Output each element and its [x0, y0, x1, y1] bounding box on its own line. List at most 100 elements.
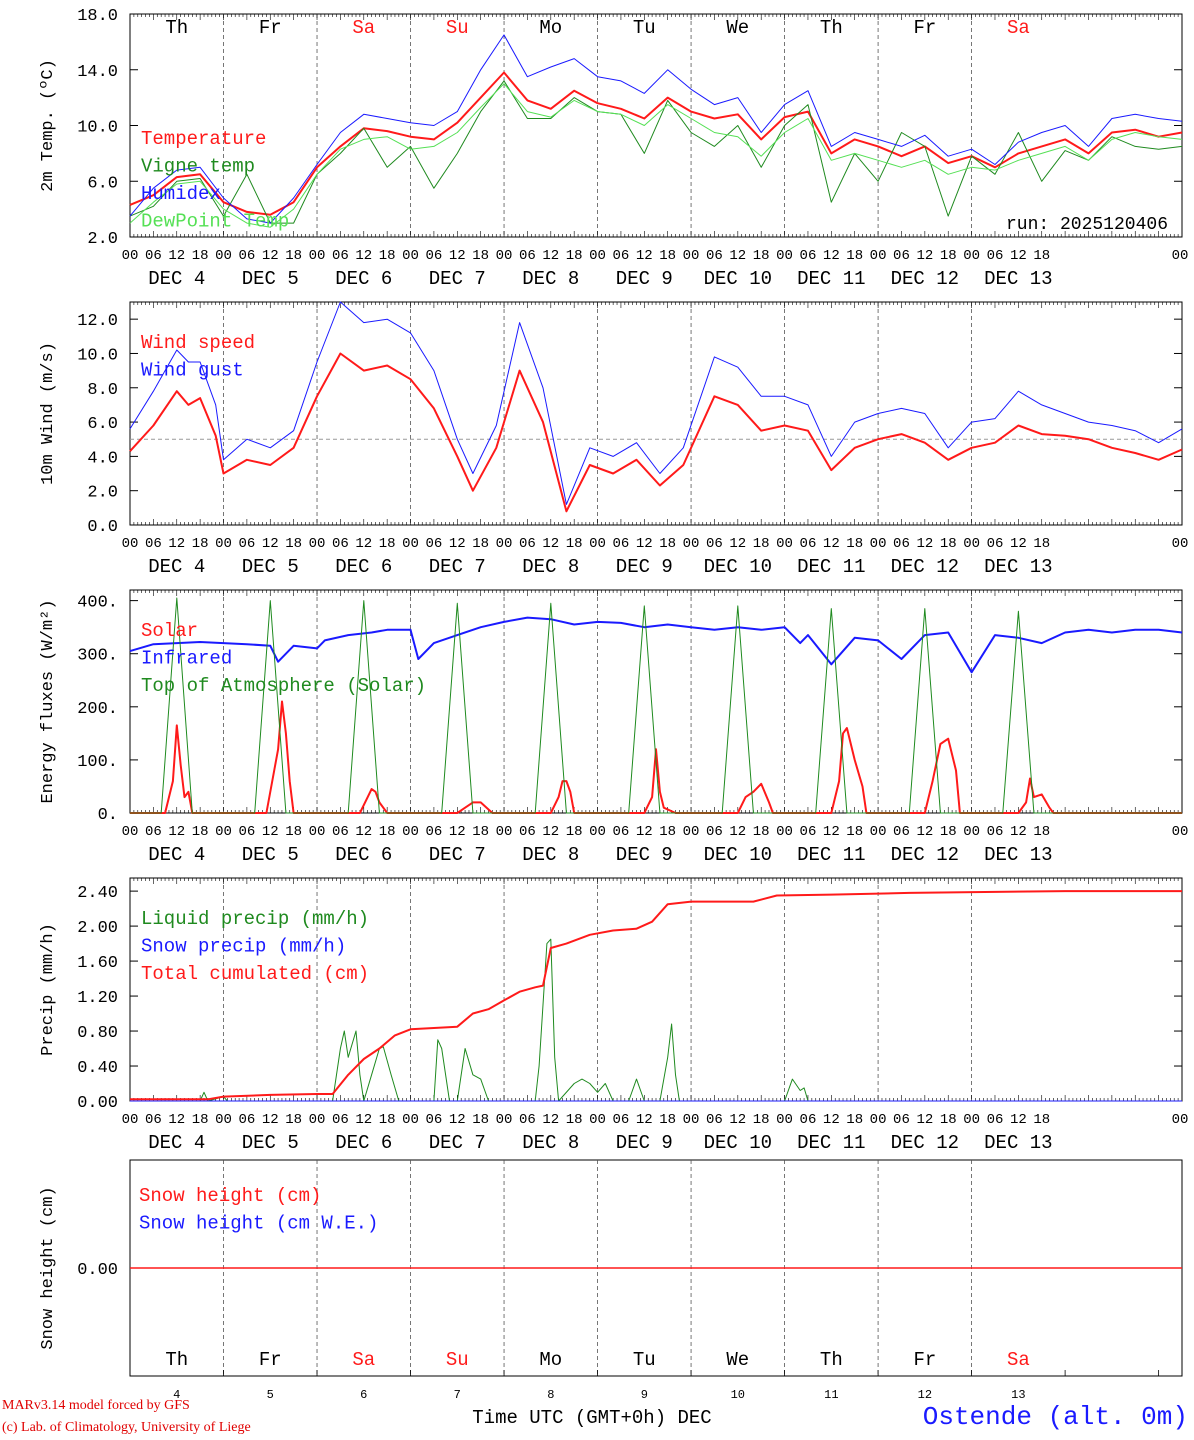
energy-date-label: DEC 9 — [616, 844, 673, 866]
wind-series-wind-speed — [129, 352, 1183, 513]
energy-hour-tick-label: 12 — [168, 824, 185, 840]
temp-hour-tick-label: 18 — [379, 248, 396, 264]
energy-date-label: DEC 13 — [984, 844, 1052, 866]
day-number-label: 11 — [824, 1388, 838, 1402]
snow-panel: 0.00 Snow height (cm) Snow height (cm) Snow… — [39, 1159, 1183, 1429]
energy-y-tick-label: 400. — [77, 594, 118, 613]
wind-y-tick-label: 10.0 — [77, 346, 118, 365]
energy-hour-tick-label: 00 — [963, 824, 980, 840]
temp-hour-tick-label: 18 — [1033, 248, 1050, 264]
snow-day-of-week-label: We — [726, 1349, 749, 1371]
temp-series-temperature — [129, 71, 1183, 216]
energy-hour-tick-label: 00 — [870, 824, 887, 840]
precip-y-tick-label: 0.80 — [77, 1024, 118, 1043]
temp-legend-entry: Temperature — [141, 128, 266, 150]
wind-hour-tick-label: 12 — [542, 536, 559, 552]
energy-hour-tick-label: 18 — [192, 824, 209, 840]
temp-hour-tick-label: 12 — [823, 248, 840, 264]
wind-hour-tick-label: 12 — [355, 536, 372, 552]
snow-legend-entry: Snow height (cm W.E.) — [139, 1213, 378, 1235]
energy-hour-tick-label: 00 — [496, 824, 513, 840]
temp-hour-tick-label: 06 — [426, 248, 443, 264]
precip-hour-tick-label: 06 — [145, 1112, 162, 1128]
precip-date-label: DEC 10 — [704, 1132, 772, 1154]
wind-date-label: DEC 10 — [704, 556, 772, 578]
energy-date-label: DEC 10 — [704, 844, 772, 866]
precip-panel: 2.40 2.00 1.60 1.20 0.80 0.40 0.00 Precip (mm/h… — [39, 877, 1188, 1154]
wind-hour-tick-label: 00 — [963, 536, 980, 552]
precip-hour-tick-label: 06 — [519, 1112, 536, 1128]
temp-hour-tick-label: 18 — [846, 248, 863, 264]
precip-date-label: DEC 11 — [797, 1132, 865, 1154]
temp-y-axis-label: 2m Temp. (ºC) — [39, 59, 58, 192]
wind-y-tick-label: 2.0 — [87, 484, 118, 503]
precip-hour-tick-label: 00 — [309, 1112, 326, 1128]
wind-hour-tick-label: 18 — [1033, 536, 1050, 552]
wind-hour-tick-label: 12 — [636, 536, 653, 552]
precip-hour-tick-label: 12 — [355, 1112, 372, 1128]
precip-hour-tick-label: 00 — [402, 1112, 419, 1128]
temp-y-tick-label: 14.0 — [77, 63, 118, 82]
energy-hour-tick-label: 12 — [729, 824, 746, 840]
wind-hour-tick-label: 18 — [379, 536, 396, 552]
wind-date-label: DEC 8 — [522, 556, 579, 578]
wind-hour-tick-label: 00 — [215, 536, 232, 552]
energy-hour-tick-label: 00 — [215, 824, 232, 840]
temp-hour-tick-label: 18 — [659, 248, 676, 264]
energy-date-label: DEC 12 — [891, 844, 959, 866]
precip-hour-tick-label: 18 — [192, 1112, 209, 1128]
wind-hour-tick-label: 00 — [122, 536, 139, 552]
precip-hour-tick-label: 12 — [823, 1112, 840, 1128]
temp-panel: 18.0 14.0 10.0 6.0 2.0 2m Temp. (ºC) Temperatu… — [39, 7, 1188, 290]
precip-hour-tick-label: 18 — [566, 1112, 583, 1128]
day-of-week-label: Mo — [539, 17, 562, 39]
temp-y-tick-label: 10.0 — [77, 119, 118, 138]
wind-hour-tick-label: 00 — [683, 536, 700, 552]
energy-hour-tick-label: 00 — [589, 824, 606, 840]
wind-hour-tick-label: 06 — [987, 536, 1004, 552]
wind-date-label: DEC 11 — [797, 556, 865, 578]
wind-date-label: DEC 13 — [984, 556, 1052, 578]
energy-hour-tick-label: 18 — [472, 824, 489, 840]
precip-hour-tick-label: 06 — [800, 1112, 817, 1128]
temp-hour-tick-label: 18 — [753, 248, 770, 264]
wind-hour-tick-label: 12 — [729, 536, 746, 552]
wind-hour-tick-label: 06 — [800, 536, 817, 552]
wind-hour-tick-label: 18 — [472, 536, 489, 552]
temp-hour-tick-label: 12 — [916, 248, 933, 264]
wind-date-label: DEC 12 — [891, 556, 959, 578]
wind-y-tick-label: 0.0 — [87, 518, 118, 537]
day-number-label: 5 — [267, 1388, 274, 1402]
snow-day-of-week-label: Fr — [913, 1349, 936, 1371]
precip-date-label: DEC 4 — [148, 1132, 205, 1154]
wind-hour-tick-label: 00 — [309, 536, 326, 552]
precip-date-label: DEC 6 — [335, 1132, 392, 1154]
precip-y-tick-label: 2.40 — [77, 884, 118, 903]
energy-hour-tick-label: 06 — [706, 824, 723, 840]
x-axis-title: Time UTC (GMT+0h) DEC — [472, 1407, 711, 1429]
snow-day-of-week-label: Mo — [539, 1349, 562, 1371]
temp-date-label: DEC 11 — [797, 268, 865, 290]
energy-series-infrared — [129, 616, 1183, 674]
precip-hour-tick-label: 00 — [589, 1112, 606, 1128]
snow-day-of-week-label: Sa — [352, 1349, 375, 1371]
snow-day-of-week-label: Sa — [1007, 1349, 1030, 1371]
wind-series-wind-gust — [129, 301, 1183, 505]
energy-date-label: DEC 8 — [522, 844, 579, 866]
energy-hour-tick-label: 00 — [122, 824, 139, 840]
temp-hour-tick-label: 12 — [1010, 248, 1027, 264]
precip-hour-tick-label: 12 — [542, 1112, 559, 1128]
day-of-week-label: Th — [165, 17, 188, 39]
energy-date-label: DEC 5 — [242, 844, 299, 866]
precip-hour-tick-label: 00 — [870, 1112, 887, 1128]
model-credit: MARv3.14 model forced by GFS — [2, 1398, 190, 1413]
energy-legend-entry: Solar — [141, 620, 198, 642]
day-number-label: 8 — [547, 1388, 554, 1402]
temp-hour-tick-label: 06 — [145, 248, 162, 264]
precip-hour-tick-label: 18 — [846, 1112, 863, 1128]
precip-hour-tick-label: 06 — [893, 1112, 910, 1128]
wind-date-label: DEC 5 — [242, 556, 299, 578]
wind-hour-tick-label: 00 — [496, 536, 513, 552]
precip-hour-tick-label: 12 — [168, 1112, 185, 1128]
